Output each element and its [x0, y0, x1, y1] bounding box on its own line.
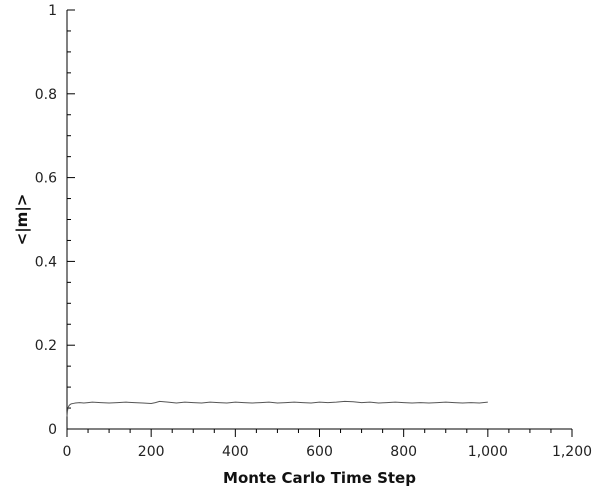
x-tick-label: 800 — [390, 444, 417, 460]
y-tick-label: 0 — [48, 422, 57, 438]
x-tick-label: 600 — [306, 444, 333, 460]
y-tick-label: 0.6 — [35, 171, 57, 187]
x-axis-title: Monte Carlo Time Step — [223, 469, 416, 487]
minor-ticks — [67, 30, 552, 433]
x-tick-label: 200 — [138, 444, 165, 460]
x-tick-label: 1,000 — [468, 444, 508, 460]
y-tick-label: 1 — [48, 3, 57, 19]
y-tick-label: 0.4 — [35, 254, 57, 270]
x-tick-label: 0 — [63, 444, 72, 460]
y-tick-label: 0.2 — [35, 338, 57, 354]
x-tick-label: 400 — [222, 444, 249, 460]
series-layer — [66, 400, 488, 417]
x-tick-label: 1,200 — [552, 444, 592, 460]
major-ticks — [66, 9, 573, 437]
y-axis-title: <|m|> — [13, 194, 32, 246]
y-tick-label: 0.8 — [35, 87, 57, 103]
tick-labels: 0 200 400 600 800 1,000 1,200 0 0.2 0.4 0.6 0.8 1 — [35, 3, 592, 460]
series-line — [66, 400, 488, 417]
